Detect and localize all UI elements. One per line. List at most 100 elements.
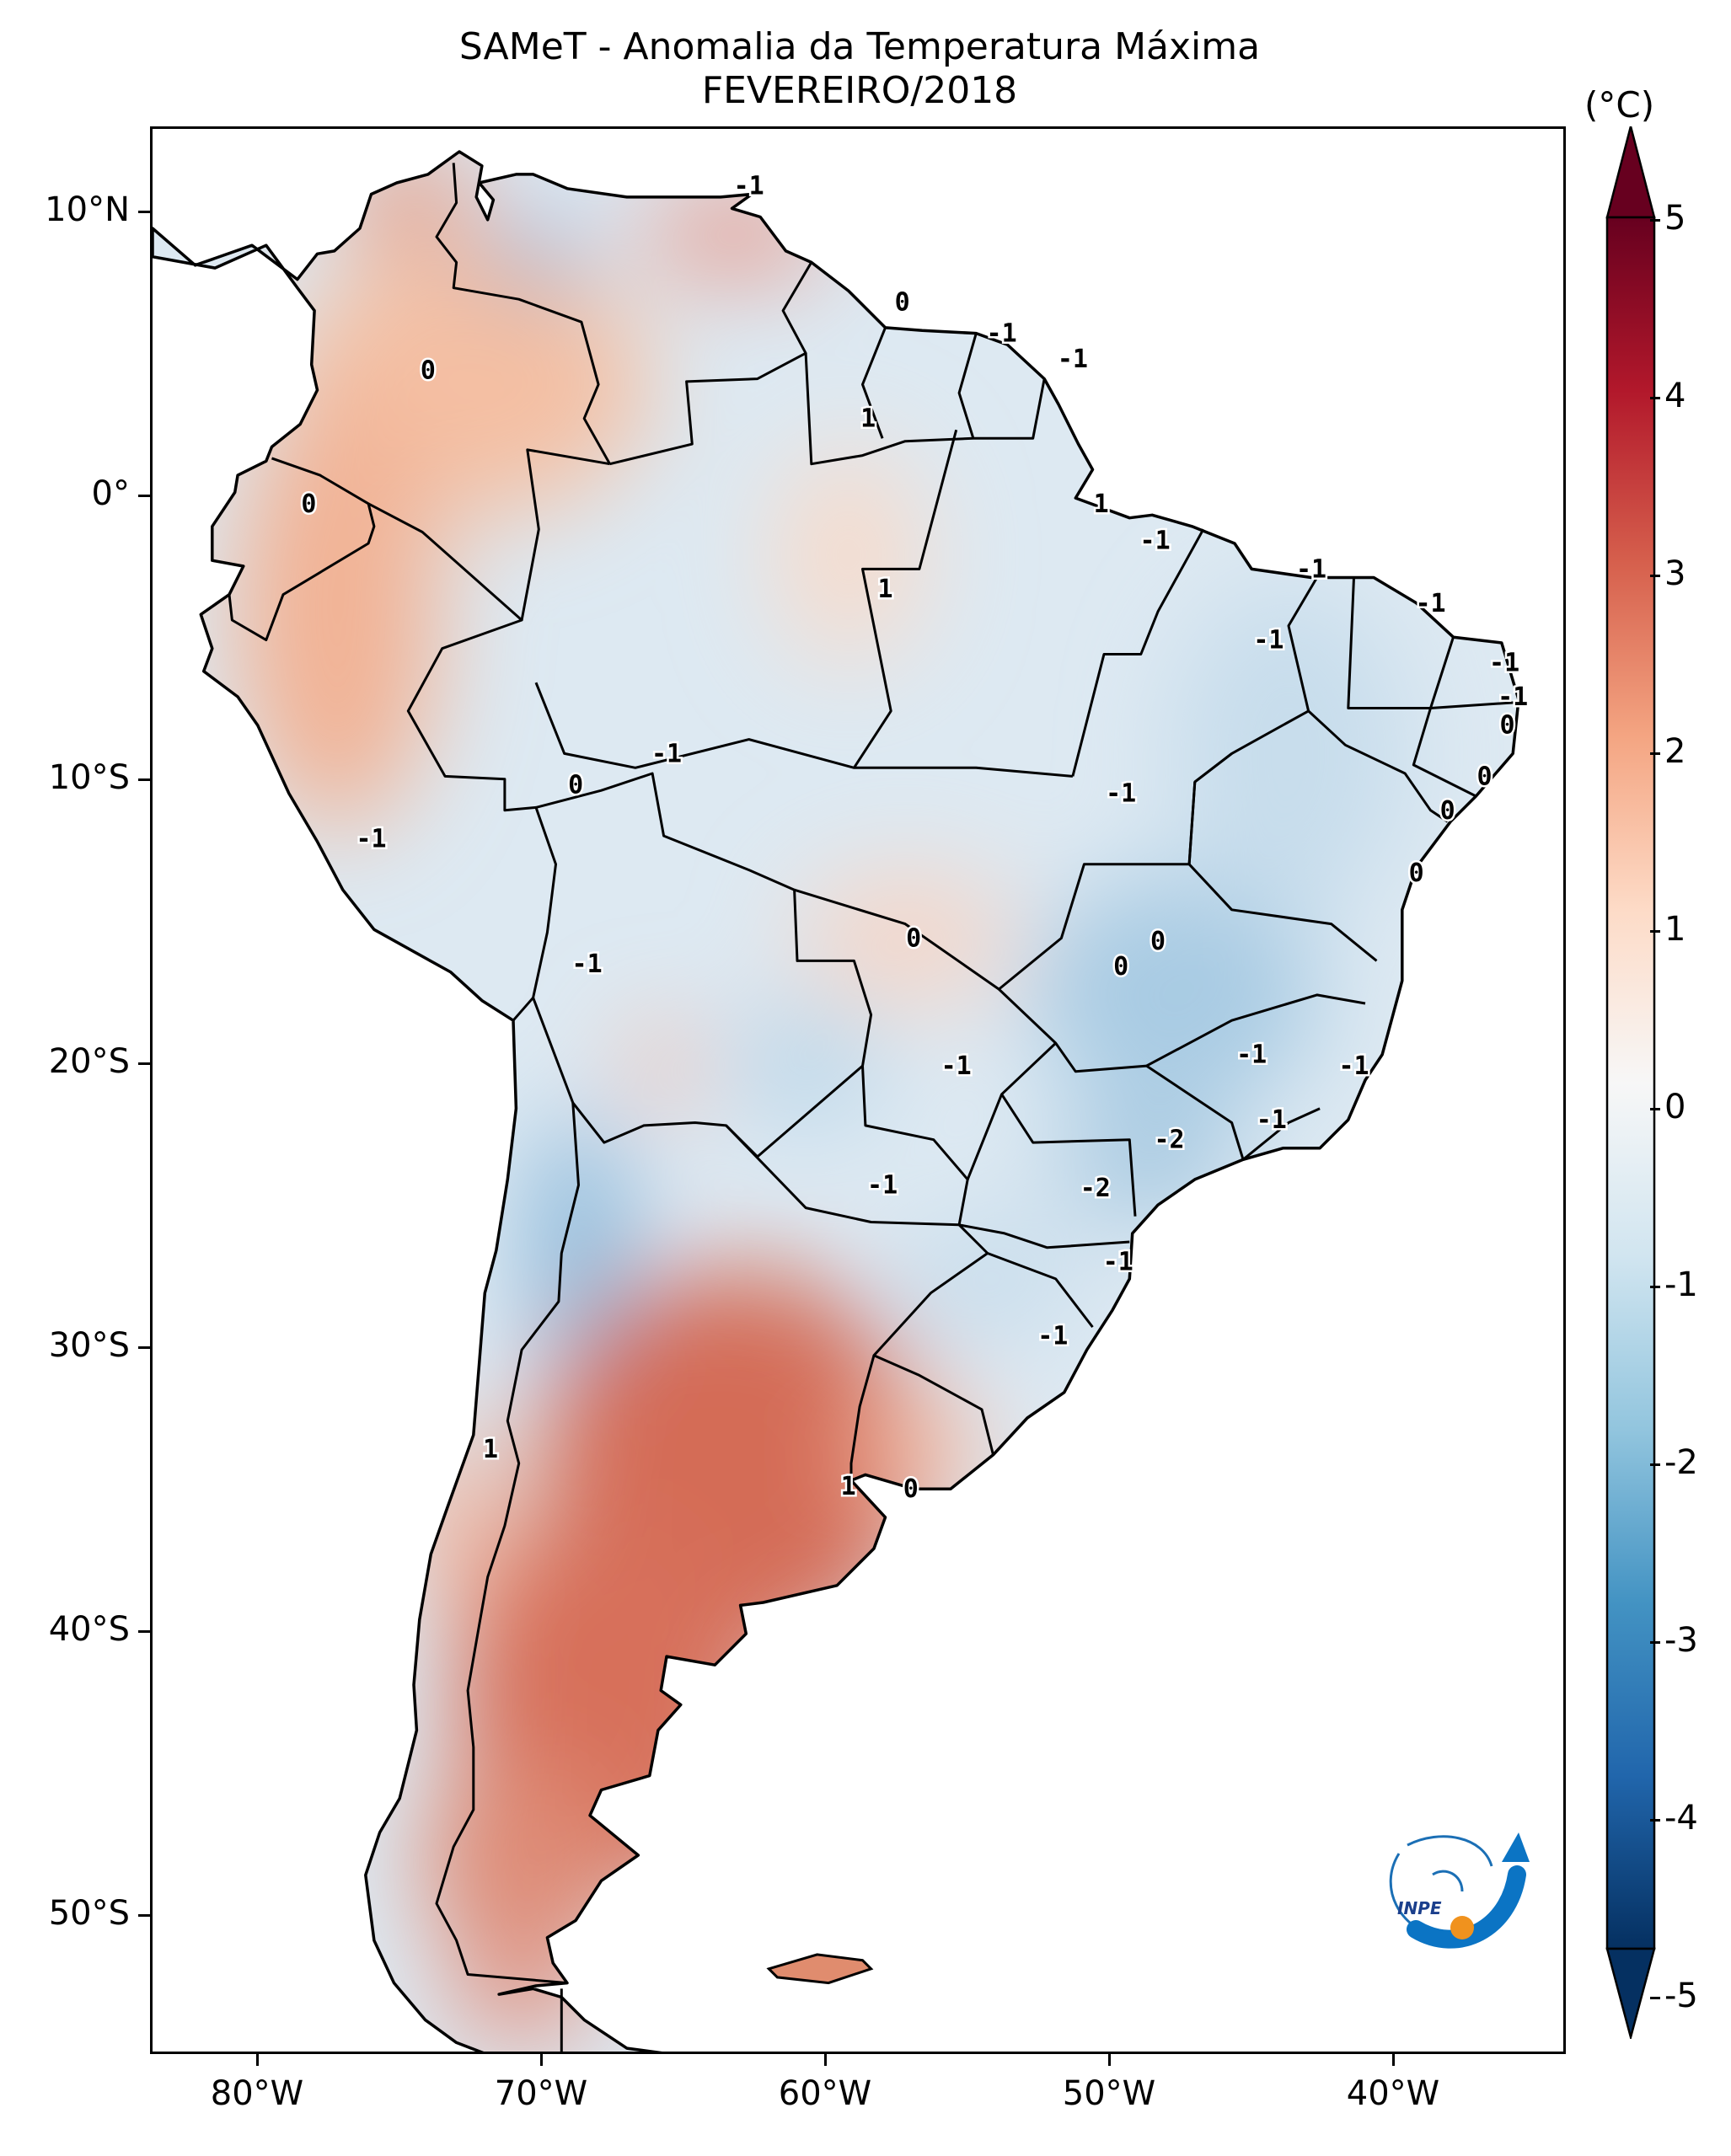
contour-label: 1 [860, 404, 876, 434]
lat-tick [138, 1630, 150, 1633]
contour-label: -1 [1103, 1248, 1133, 1277]
colorbar-tick [1650, 1463, 1660, 1466]
contour-label: 0 [903, 1474, 919, 1504]
border-line [849, 1355, 876, 1481]
border-line [725, 1066, 969, 1227]
colorbar-tick [1650, 397, 1660, 399]
contour-label: -1 [1338, 1051, 1369, 1081]
anomaly-patch [1171, 585, 1407, 923]
border-line [1242, 1107, 1321, 1161]
contour-label: -1 [1415, 589, 1445, 618]
border-line [520, 448, 610, 621]
contour-label: 1 [877, 575, 892, 604]
border-line [804, 353, 1046, 466]
lat-tick [138, 778, 150, 781]
lat-label-20s: 20°S [48, 1042, 130, 1081]
contour-labels: -100-1-110 1-11-1-1-1-1-10-10 00-1-100 00-1… [299, 169, 1530, 1506]
colorbar [1605, 126, 1656, 2039]
political-borders [228, 163, 1516, 2052]
anomaly-patch [446, 1944, 598, 2046]
coastline [153, 150, 1520, 2052]
colorbar-tick [1650, 575, 1660, 577]
lon-label-80w: 80°W [210, 2074, 304, 2113]
lat-tick [138, 211, 150, 213]
colorbar-label: -3 [1664, 1621, 1698, 1660]
colorbar-label: 1 [1664, 910, 1686, 949]
contour-label: -1 [356, 825, 386, 854]
border-line [1071, 528, 1205, 777]
contour-label: 0 [895, 288, 910, 318]
inpe-logo: INPE [1389, 1832, 1530, 1949]
contour-label: -2 [1080, 1174, 1111, 1203]
colorbar-label: -1 [1664, 1265, 1698, 1304]
contour-label: -1 [1058, 345, 1088, 374]
lat-tick [138, 1346, 150, 1349]
colorbar-label: -2 [1664, 1443, 1698, 1482]
lat-label-10s: 10°S [48, 758, 130, 797]
anomaly-patch [860, 1390, 978, 1509]
contour-label: -1 [1489, 649, 1519, 678]
border-line [535, 772, 873, 1067]
contour-label: 1 [841, 1472, 856, 1501]
border-line [1145, 993, 1366, 1067]
anomaly-patch [528, 1115, 630, 1386]
anomaly-patch [630, 1024, 698, 1109]
map-subtitle: FEVEREIRO/2018 [701, 69, 1018, 112]
lon-tick [824, 2054, 827, 2066]
lon-label-40w: 40°W [1346, 2074, 1440, 2113]
contour-label: 0 [1113, 952, 1128, 982]
contour-label: -1 [651, 739, 682, 768]
lon-tick [1392, 2054, 1395, 2066]
contour-label: -1 [734, 171, 764, 201]
lon-tick [540, 2054, 543, 2066]
colorbar-label: 0 [1664, 1088, 1686, 1126]
anomaly-patch [796, 870, 1016, 1006]
map-title: SAMeT - Anomalia da Temperatura Máxima [458, 25, 1261, 68]
border-line [1430, 701, 1516, 709]
border-line [1000, 1093, 1137, 1217]
lat-label-30s: 30°S [48, 1326, 130, 1365]
contour-label: -2 [1154, 1126, 1184, 1155]
anomaly-patch [236, 392, 439, 831]
colorbar-tick [1650, 219, 1660, 222]
lon-tick [1108, 2054, 1111, 2066]
lat-tick [138, 1914, 150, 1917]
colorbar-max-extension [1605, 126, 1656, 219]
contour-label: 0 [906, 924, 921, 954]
contour-label: 0 [301, 490, 316, 519]
border-line [861, 327, 887, 439]
lat-label-40s: 40°S [48, 1610, 130, 1649]
contour-label: -1 [1253, 626, 1284, 655]
colorbar-unit: (°C) [1584, 84, 1655, 126]
contour-label: 0 [1409, 859, 1424, 888]
colorbar-tick [1650, 1819, 1660, 1822]
colorbar-label: 5 [1664, 199, 1686, 238]
contour-label: 0 [421, 356, 436, 386]
border-line [367, 502, 557, 1022]
contour-label: -1 [867, 1171, 898, 1201]
border-line [1187, 781, 1378, 962]
map-panel: -1 0 0 -1 -1 1 0 1 -1 1 -1 -1 -1 -1 -1 0 -1 0 0 0 -1 -1 0 0 0 0 -1… [150, 126, 1566, 2054]
contour-label: -1 [1037, 1321, 1068, 1351]
border-line [1412, 708, 1477, 798]
colorbar-tick [1650, 1108, 1660, 1110]
border-line [609, 261, 813, 466]
colorbar-tick [1650, 930, 1660, 933]
colorbar-label: 3 [1664, 554, 1686, 593]
contour-label: -1 [1140, 527, 1171, 556]
colorbar-tick [1650, 1286, 1660, 1288]
contour-label: 0 [1440, 796, 1455, 826]
border-line [987, 1252, 1094, 1329]
lat-label-0: 0° [91, 474, 130, 513]
anomaly-field [153, 152, 1519, 2052]
border-line [228, 457, 376, 642]
anomaly-patch [730, 1007, 882, 1126]
contour-label: -1 [941, 1051, 972, 1081]
anomaly-patch [898, 1219, 1084, 1338]
contour-label: -1 [1106, 779, 1136, 809]
contour-label: 0 [568, 771, 583, 800]
lon-label-70w: 70°W [494, 2074, 588, 2113]
contour-label: -1 [572, 950, 603, 979]
lat-tick [138, 1062, 150, 1065]
lat-label-10n: 10°N [45, 190, 130, 229]
